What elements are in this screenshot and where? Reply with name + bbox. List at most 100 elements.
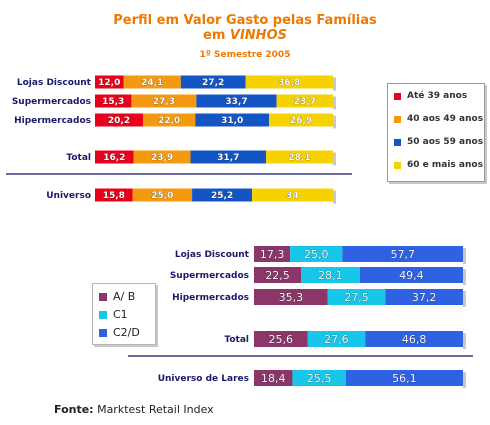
- legend-item-at-39-anos: Até 39 anos: [394, 91, 467, 101]
- chart2-bar-total-c2-d: [365, 331, 463, 347]
- legend-label: 50 aos 59 anos: [407, 137, 484, 147]
- chart1-value-hipermercados-at-39-anos: 20,2: [108, 116, 130, 126]
- chart2-category-supermercados: Supermercados: [170, 271, 249, 281]
- chart2-value-total-c2-d: 46,8: [402, 333, 427, 346]
- legend-swatch: [394, 138, 401, 146]
- source-label: Fonte:: [54, 403, 94, 416]
- chart1-bar-supermercados-60-e-mais-anos: [276, 94, 333, 108]
- chart1-value-supermercados-at-39-anos: 15,3: [102, 97, 124, 107]
- chart1-value-universo-50-aos-59-anos: 25,2: [211, 191, 233, 201]
- chart1-category-lojas-discount: Lojas Discount: [17, 78, 92, 88]
- chart1-bar-shadow-supermercados: [333, 96, 336, 110]
- chart1-bar-total-40-aos-49-anos: [133, 150, 191, 164]
- chart2-bar-lojas-discount-a-b: [254, 246, 291, 262]
- chart1-value-total-50-aos-59-anos: 31,7: [217, 153, 239, 163]
- chart2-bar-supermercados-c2-d: [359, 267, 463, 283]
- chart1-bar-supermercados-50-aos-59-anos: [196, 94, 277, 108]
- chart1-bar-universo-50-aos-59-anos: [192, 188, 253, 202]
- chart1-category-supermercados: Supermercados: [12, 97, 91, 107]
- chart2-value-supermercados-a-b: 22,5: [265, 269, 290, 282]
- age-legend: Até 39 anos 40 aos 49 anos 50 aos 59 anos 6…: [387, 83, 485, 182]
- chart1-value-total-at-39-anos: 16,2: [103, 153, 125, 163]
- chart1-bar-shadow-lojas-discount: [333, 77, 336, 91]
- legend-label: 60 e mais anos: [407, 160, 483, 170]
- chart1-bar-lojas-discount-40-aos-49-anos: [123, 75, 181, 89]
- chart-subtitle: 1º Semestre 2005: [199, 50, 291, 60]
- legend-item-50-aos-59-anos: 50 aos 59 anos: [394, 137, 483, 147]
- legend-item-60-e-mais-anos: 60 e mais anos: [394, 160, 483, 170]
- chart2-bar-lojas-discount-c2-d: [342, 246, 463, 262]
- chart1-bar-shadow-universo: [333, 190, 336, 204]
- chart1-bar-total-60-e-mais-anos: [266, 150, 333, 164]
- chart2-value-universo-de-lares-c1: 25,5: [307, 372, 332, 385]
- legend-item-a-b: A/ B: [99, 290, 135, 303]
- legend-label: A/ B: [113, 290, 136, 303]
- chart2-value-lojas-discount-a-b: 17,3: [260, 248, 285, 261]
- chart1-value-universo-at-39-anos: 15,8: [103, 191, 125, 201]
- chart1-value-supermercados-60-e-mais-anos: 23,7: [294, 97, 316, 107]
- chart2-bar-universo-de-lares-c2-d: [345, 370, 463, 386]
- chart1-bar-total-at-39-anos: [95, 150, 134, 164]
- chart1-value-supermercados-50-aos-59-anos: 33,7: [225, 97, 247, 107]
- chart1-value-hipermercados-50-aos-59-anos: 31,0: [221, 116, 243, 126]
- chart2-bar-supermercados-a-b: [254, 267, 302, 283]
- legend-item-c1: C1: [99, 308, 128, 321]
- chart-title-emphasis: VINHOS: [229, 28, 287, 43]
- chart2-bar-total-a-b: [254, 331, 308, 347]
- legend-swatch: [99, 292, 107, 301]
- chart1-bar-lojas-discount-50-aos-59-anos: [180, 75, 246, 89]
- chart2-value-hipermercados-c2-d: 37,2: [412, 291, 437, 304]
- chart2-bar-total-c1: [307, 331, 366, 347]
- chart-title-line2: em VINHOS: [0, 28, 490, 43]
- chart2-value-hipermercados-c1: 27,5: [344, 291, 369, 304]
- chart1-bar-hipermercados-60-e-mais-anos: [269, 113, 333, 127]
- chart1-value-total-60-e-mais-anos: 28,1: [288, 153, 310, 163]
- legend-swatch: [394, 92, 401, 100]
- chart2-value-total-a-b: 25,6: [269, 333, 294, 346]
- chart1-value-lojas-discount-40-aos-49-anos: 24,1: [141, 78, 163, 88]
- chart2-value-hipermercados-a-b: 35,3: [279, 291, 304, 304]
- chart2-bar-shadow-hipermercados: [463, 291, 466, 307]
- chart1-category-universo: Universo: [46, 191, 91, 201]
- chart1-value-lojas-discount-60-e-mais-anos: 36,8: [278, 78, 300, 88]
- chart1-bar-universo-at-39-anos: [95, 188, 133, 202]
- chart2-value-lojas-discount-c2-d: 57,7: [390, 248, 415, 261]
- chart1-bar-shadow-hipermercados: [333, 115, 336, 129]
- chart1-value-total-40-aos-49-anos: 23,9: [151, 153, 173, 163]
- chart2-category-lojas-discount: Lojas Discount: [175, 250, 250, 260]
- legend-swatch: [99, 328, 107, 337]
- chart1-value-hipermercados-60-e-mais-anos: 26,9: [290, 116, 312, 126]
- legend-item-c2-d: C2/D: [99, 326, 140, 339]
- chart1-category-total: Total: [66, 153, 91, 163]
- chart1-bar-hipermercados-50-aos-59-anos: [195, 113, 270, 127]
- chart2-bar-shadow-universo-de-lares: [463, 372, 466, 388]
- chart2-value-supermercados-c1: 28,1: [318, 269, 343, 282]
- chart2-bar-hipermercados-c1: [327, 289, 386, 305]
- chart1-bar-lojas-discount-60-e-mais-anos: [245, 75, 333, 89]
- chart2-bar-supermercados-c1: [301, 267, 360, 283]
- chart2-bar-shadow-lojas-discount: [463, 248, 466, 264]
- chart2-bar-shadow-total: [463, 333, 466, 349]
- chart2-category-universo-de-lares: Universo de Lares: [158, 374, 249, 384]
- chart1-value-lojas-discount-at-39-anos: 12,0: [98, 78, 120, 88]
- chart2-value-universo-de-lares-c2-d: 56,1: [392, 372, 417, 385]
- chart1-bar-shadow-total: [333, 152, 336, 166]
- legend-label: Até 39 anos: [407, 91, 468, 101]
- legend-swatch: [394, 115, 401, 123]
- source-text: Marktest Retail Index: [93, 403, 214, 416]
- chart2-category-hipermercados: Hipermercados: [172, 293, 249, 303]
- chart2-value-supermercados-c2-d: 49,4: [399, 269, 424, 282]
- chart1-bar-hipermercados-40-aos-49-anos: [143, 113, 196, 127]
- legend-label: C1: [113, 308, 128, 321]
- chart2-value-universo-de-lares-a-b: 18,4: [261, 372, 286, 385]
- chart1-bar-lojas-discount-at-39-anos: [95, 75, 124, 89]
- chart1-value-universo-60-e-mais-anos: 34: [286, 191, 299, 201]
- chart2-bar-lojas-discount-c1: [290, 246, 343, 262]
- chart1-value-supermercados-40-aos-49-anos: 27,3: [153, 97, 175, 107]
- legend-swatch: [99, 310, 107, 319]
- chart-title-prefix: em: [203, 28, 230, 43]
- chart2-category-total: Total: [224, 335, 249, 345]
- legend-swatch: [394, 161, 401, 169]
- chart1-value-hipermercados-40-aos-49-anos: 22,0: [158, 116, 180, 126]
